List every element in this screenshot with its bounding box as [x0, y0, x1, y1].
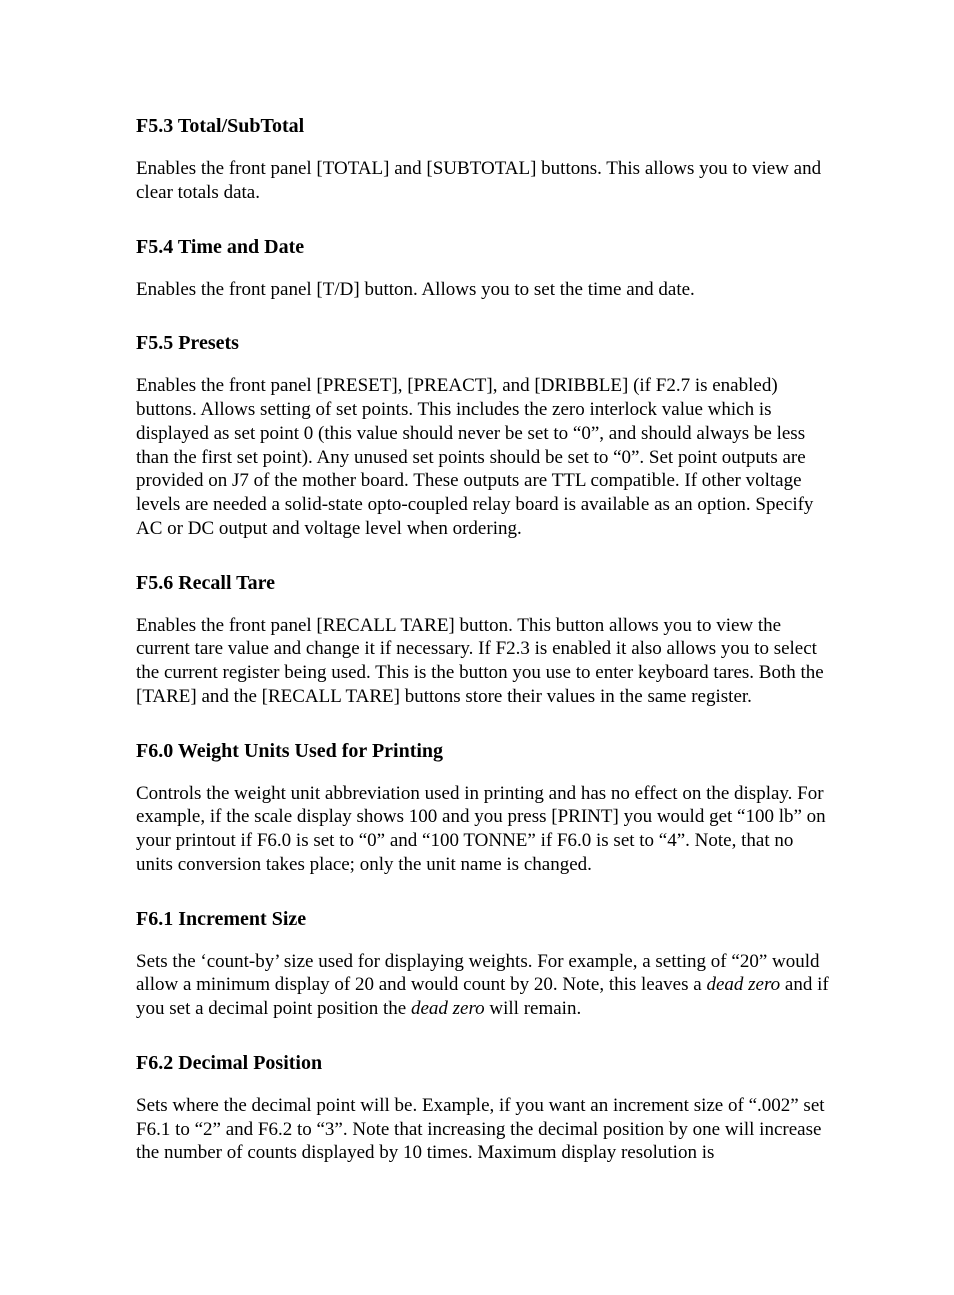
section-heading: F5.4 Time and Date [136, 235, 834, 260]
section-heading: F6.1 Increment Size [136, 907, 834, 932]
section-heading: F5.6 Recall Tare [136, 571, 834, 596]
section-body: Enables the front panel [RECALL TARE] bu… [136, 614, 834, 709]
section-body: Enables the front panel [T/D] button. Al… [136, 278, 834, 302]
section-heading: F5.3 Total/SubTotal [136, 114, 834, 139]
section-heading: F6.2 Decimal Position [136, 1051, 834, 1076]
section-heading: F5.5 Presets [136, 331, 834, 356]
section-body: Enables the front panel [PRESET], [PREAC… [136, 374, 834, 540]
body-text-italic: dead zero [411, 998, 485, 1019]
section-body: Enables the front panel [TOTAL] and [SUB… [136, 157, 834, 205]
document-page: F5.3 Total/SubTotal Enables the front pa… [0, 0, 954, 1295]
section-body: Controls the weight unit abbreviation us… [136, 782, 834, 877]
section-body: Sets the ‘count-by’ size used for displa… [136, 950, 834, 1021]
section-heading: F6.0 Weight Units Used for Printing [136, 739, 834, 764]
body-text-italic: dead zero [706, 974, 780, 995]
body-text: will remain. [485, 998, 582, 1019]
section-body: Sets where the decimal point will be. Ex… [136, 1094, 834, 1165]
